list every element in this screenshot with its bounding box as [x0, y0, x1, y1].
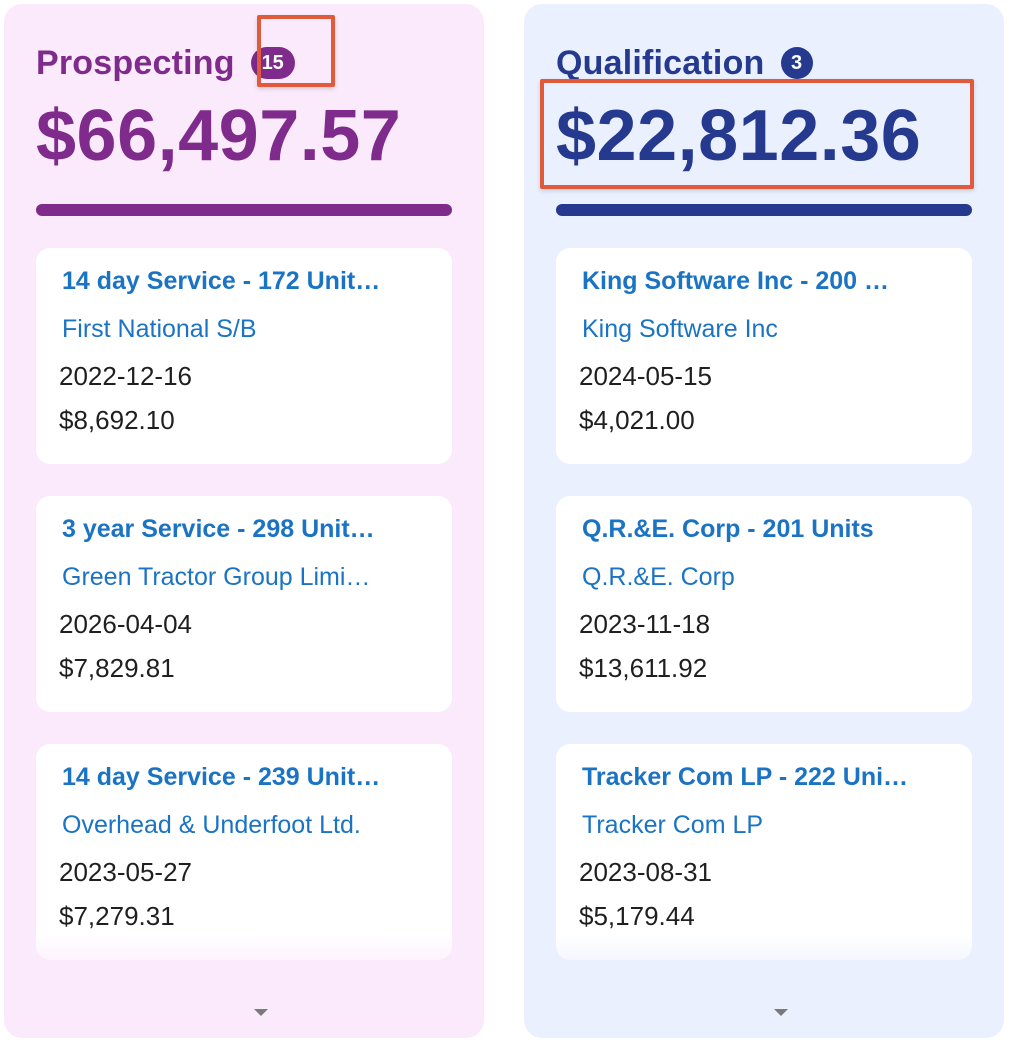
account-name-link[interactable]: Tracker Com LP	[582, 811, 764, 839]
column-color-bar	[36, 204, 452, 216]
column-total-amount: $22,812.36	[556, 96, 922, 176]
column-qualification: Qualification 3 $22,812.36 King Software…	[524, 4, 1004, 1038]
opportunity-name-link[interactable]: King Software Inc - 200 …	[582, 267, 890, 295]
account-name-link[interactable]: Green Tractor Group Limi…	[62, 563, 371, 591]
opportunity-amount: $13,611.92	[579, 653, 708, 683]
chevron-down-icon[interactable]	[253, 1008, 269, 1018]
close-date: 2024-05-15	[579, 361, 712, 391]
opportunity-name-link[interactable]: Tracker Com LP - 222 Uni…	[582, 763, 909, 791]
record-count-badge: 3	[780, 47, 813, 79]
column-total-amount: $66,497.57	[36, 96, 402, 176]
opportunity-card[interactable]: King Software Inc - 200 … King Software …	[556, 248, 972, 464]
close-date: 2026-04-04	[59, 609, 192, 639]
scroll-fade	[524, 934, 1004, 974]
opportunity-name-link[interactable]: 3 year Service - 298 Unit…	[62, 515, 375, 543]
close-date: 2023-11-18	[579, 609, 711, 639]
account-name-link[interactable]: First National S/B	[62, 315, 257, 343]
close-date: 2022-12-16	[59, 361, 192, 391]
opportunity-amount: $7,829.81	[59, 653, 175, 683]
opportunity-amount: $7,279.31	[59, 901, 175, 931]
column-prospecting: Prospecting 15 $66,497.57 14 day Service…	[4, 4, 484, 1038]
opportunity-card[interactable]: Q.R.&E. Corp - 201 Units Q.R.&E. Corp 20…	[556, 496, 972, 712]
account-name-link[interactable]: King Software Inc	[582, 315, 778, 343]
close-date: 2023-08-31	[579, 857, 712, 887]
opportunity-card[interactable]: 14 day Service - 172 Unit… First Nationa…	[36, 248, 452, 464]
close-date: 2023-05-27	[59, 857, 192, 887]
opportunity-amount: $4,021.00	[579, 405, 695, 435]
opportunity-amount: $8,692.10	[59, 405, 175, 435]
column-title: Qualification	[556, 43, 765, 82]
highlight-box-count	[257, 15, 335, 87]
opportunity-card[interactable]: 14 day Service - 239 Unit… Overhead & Un…	[36, 744, 452, 960]
column-title: Prospecting	[36, 43, 235, 82]
column-title-row: Prospecting 15	[36, 38, 295, 88]
opportunity-name-link[interactable]: Q.R.&E. Corp - 201 Units	[582, 515, 874, 543]
opportunity-card[interactable]: 3 year Service - 298 Unit… Green Tractor…	[36, 496, 452, 712]
column-color-bar	[556, 204, 972, 216]
chevron-down-icon[interactable]	[773, 1008, 789, 1018]
opportunity-name-link[interactable]: 14 day Service - 239 Unit…	[62, 763, 381, 791]
column-title-row: Qualification 3	[556, 38, 813, 88]
opportunity-amount: $5,179.44	[579, 901, 695, 931]
opportunity-name-link[interactable]: 14 day Service - 172 Unit…	[62, 267, 381, 295]
scroll-fade	[4, 934, 484, 974]
account-name-link[interactable]: Overhead & Underfoot Ltd.	[62, 811, 361, 839]
column-header: Qualification 3 $22,812.36	[556, 30, 972, 180]
opportunity-card[interactable]: Tracker Com LP - 222 Uni… Tracker Com LP…	[556, 744, 972, 960]
account-name-link[interactable]: Q.R.&E. Corp	[582, 563, 735, 591]
column-header: Prospecting 15 $66,497.57	[36, 30, 452, 180]
highlight-box-total	[540, 79, 974, 189]
